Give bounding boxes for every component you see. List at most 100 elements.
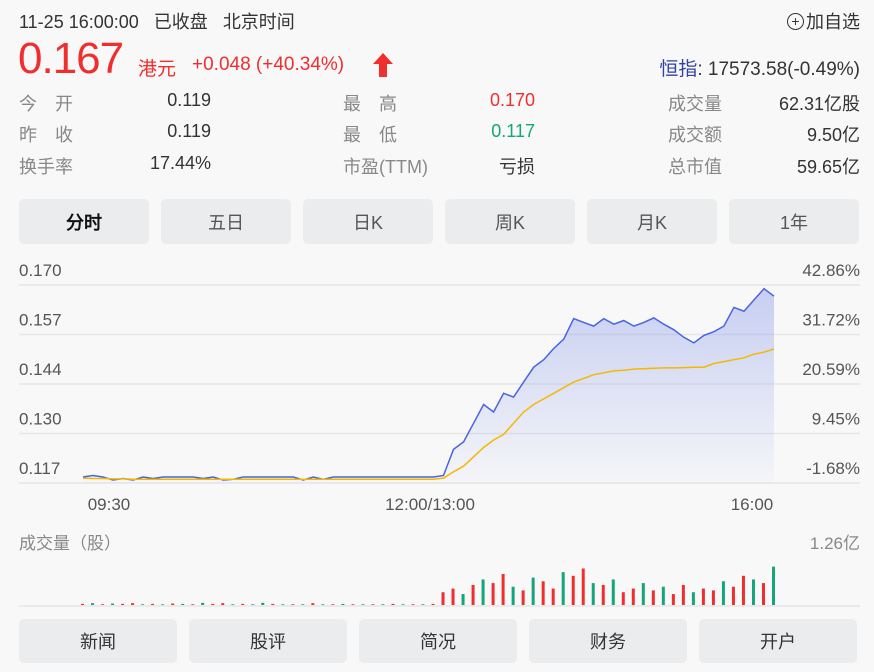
volume-bar bbox=[721, 581, 725, 605]
hang-seng-index[interactable]: 恒指: 17573.58(-0.49%) bbox=[659, 54, 860, 81]
volume-bar bbox=[231, 604, 235, 605]
volume-bar bbox=[261, 602, 265, 605]
y-tick-pct-label: 20.59% bbox=[802, 360, 860, 379]
volume-bar bbox=[221, 603, 225, 605]
x-tick-label: 09:30 bbox=[88, 495, 131, 514]
stat-value: 17.44% bbox=[149, 153, 211, 173]
volume-bar bbox=[271, 603, 275, 605]
nav-button-3[interactable]: 财务 bbox=[529, 619, 687, 663]
stat-label: 换手率 bbox=[19, 157, 73, 177]
quote-datetime: 11-25 16:00:00 bbox=[19, 12, 139, 32]
volume-bar bbox=[701, 588, 705, 605]
volume-bar bbox=[101, 604, 105, 605]
y-tick-pct-label: 9.45% bbox=[812, 410, 860, 429]
nav-button-1[interactable]: 股评 bbox=[189, 619, 347, 663]
volume-bar bbox=[731, 586, 735, 605]
add-favorite-label: 加自选 bbox=[806, 12, 860, 32]
timezone-label: 北京时间 bbox=[222, 12, 295, 32]
volume-bar bbox=[181, 603, 185, 605]
tab-4[interactable]: 月K bbox=[587, 199, 717, 244]
volume-bar bbox=[81, 603, 84, 605]
volume-bar bbox=[461, 594, 465, 605]
volume-bar bbox=[531, 577, 535, 605]
stat-label: 成交额 bbox=[668, 125, 722, 145]
volume-bar bbox=[441, 592, 445, 605]
volume-bar bbox=[741, 575, 745, 605]
intraday-chart: 0.170 42.86% 0.157 31.72% 0.144 20.59% 0.130 9.… bbox=[19, 261, 860, 607]
y-tick-label: 0.144 bbox=[19, 360, 62, 379]
x-tick-label: 12:00/13:00 bbox=[385, 495, 475, 514]
volume-bar bbox=[641, 583, 645, 605]
y-tick-label: 0.117 bbox=[19, 459, 60, 478]
tab-2[interactable]: 日K bbox=[303, 199, 433, 244]
volume-bar bbox=[211, 603, 215, 605]
volume-bar bbox=[561, 572, 565, 605]
volume-bar bbox=[661, 586, 665, 605]
volume-bar bbox=[481, 579, 485, 605]
volume-bar bbox=[421, 604, 425, 605]
volume-bar bbox=[251, 604, 255, 605]
volume-bar bbox=[772, 566, 775, 605]
stat-label: 总市值 bbox=[668, 157, 722, 177]
volume-bar bbox=[301, 604, 305, 605]
stat-value: 0.119 bbox=[167, 90, 211, 110]
stat-value: 62.31亿股 bbox=[778, 94, 860, 114]
volume-bar bbox=[401, 604, 405, 605]
volume-label: 成交量（股） bbox=[19, 534, 121, 553]
volume-bar bbox=[131, 603, 135, 605]
volume-bar bbox=[521, 590, 525, 605]
tab-5[interactable]: 1年 bbox=[729, 199, 859, 244]
volume-bar bbox=[381, 604, 385, 605]
volume-bar bbox=[201, 602, 205, 605]
chart-period-tabs: 分时 五日 日K 周K 月K 1年 bbox=[19, 199, 859, 244]
volume-bar bbox=[541, 581, 545, 605]
volume-bar bbox=[411, 604, 415, 605]
up-arrow-icon bbox=[373, 53, 393, 77]
volume-bar bbox=[91, 603, 95, 605]
volume-bar bbox=[291, 604, 295, 605]
volume-bar bbox=[391, 603, 395, 605]
volume-bar bbox=[321, 604, 325, 605]
volume-bar bbox=[631, 588, 635, 605]
price-area bbox=[83, 288, 774, 483]
volume-bar bbox=[681, 584, 685, 605]
y-tick-pct-label: 31.72% bbox=[802, 311, 860, 330]
volume-bar bbox=[591, 583, 595, 605]
volume-bar bbox=[671, 594, 675, 605]
volume-bar bbox=[161, 604, 165, 605]
stat-value: 9.50亿 bbox=[806, 125, 860, 145]
add-favorite-button[interactable]: + 加自选 bbox=[787, 8, 860, 34]
y-tick-label: 0.157 bbox=[19, 311, 62, 330]
volume-bar bbox=[511, 586, 515, 605]
index-label: 恒指 bbox=[659, 59, 698, 80]
tab-0[interactable]: 分时 bbox=[19, 199, 149, 244]
volume-bar bbox=[501, 573, 505, 605]
quote-header: 11-25 16:00:00 已收盘 北京时间 bbox=[19, 8, 305, 34]
price-line bbox=[82, 287, 775, 481]
x-tick-label: 16:00 bbox=[731, 495, 774, 514]
stat-label: 昨 收 bbox=[19, 125, 73, 145]
volume-bar bbox=[551, 588, 555, 605]
y-tick-label: 0.170 bbox=[19, 261, 62, 280]
volume-bar bbox=[491, 583, 495, 605]
nav-button-2[interactable]: 简况 bbox=[359, 619, 517, 663]
tab-3[interactable]: 周K bbox=[445, 199, 575, 244]
tab-1[interactable]: 五日 bbox=[161, 199, 291, 244]
stat-label: 成交量 bbox=[668, 94, 722, 114]
market-status: 已收盘 bbox=[153, 12, 208, 32]
y-tick-pct-label: 42.86% bbox=[802, 261, 860, 280]
volume-bar bbox=[351, 604, 355, 605]
volume-bar bbox=[141, 604, 145, 605]
volume-bar bbox=[171, 603, 175, 605]
plus-circle-icon: + bbox=[787, 12, 804, 30]
volume-max-label: 1.26亿 bbox=[810, 534, 860, 553]
volume-bar bbox=[241, 603, 245, 605]
volume-bar bbox=[191, 604, 195, 605]
volume-bar bbox=[361, 604, 365, 605]
bottom-nav: 新闻 股评 简况 财务 开户 bbox=[19, 619, 857, 663]
stat-value: 59.65亿 bbox=[796, 157, 860, 177]
nav-button-0[interactable]: 新闻 bbox=[19, 619, 177, 663]
volume-bar bbox=[651, 590, 655, 605]
stat-value: 亏损 bbox=[499, 157, 535, 177]
nav-button-4[interactable]: 开户 bbox=[699, 619, 857, 663]
